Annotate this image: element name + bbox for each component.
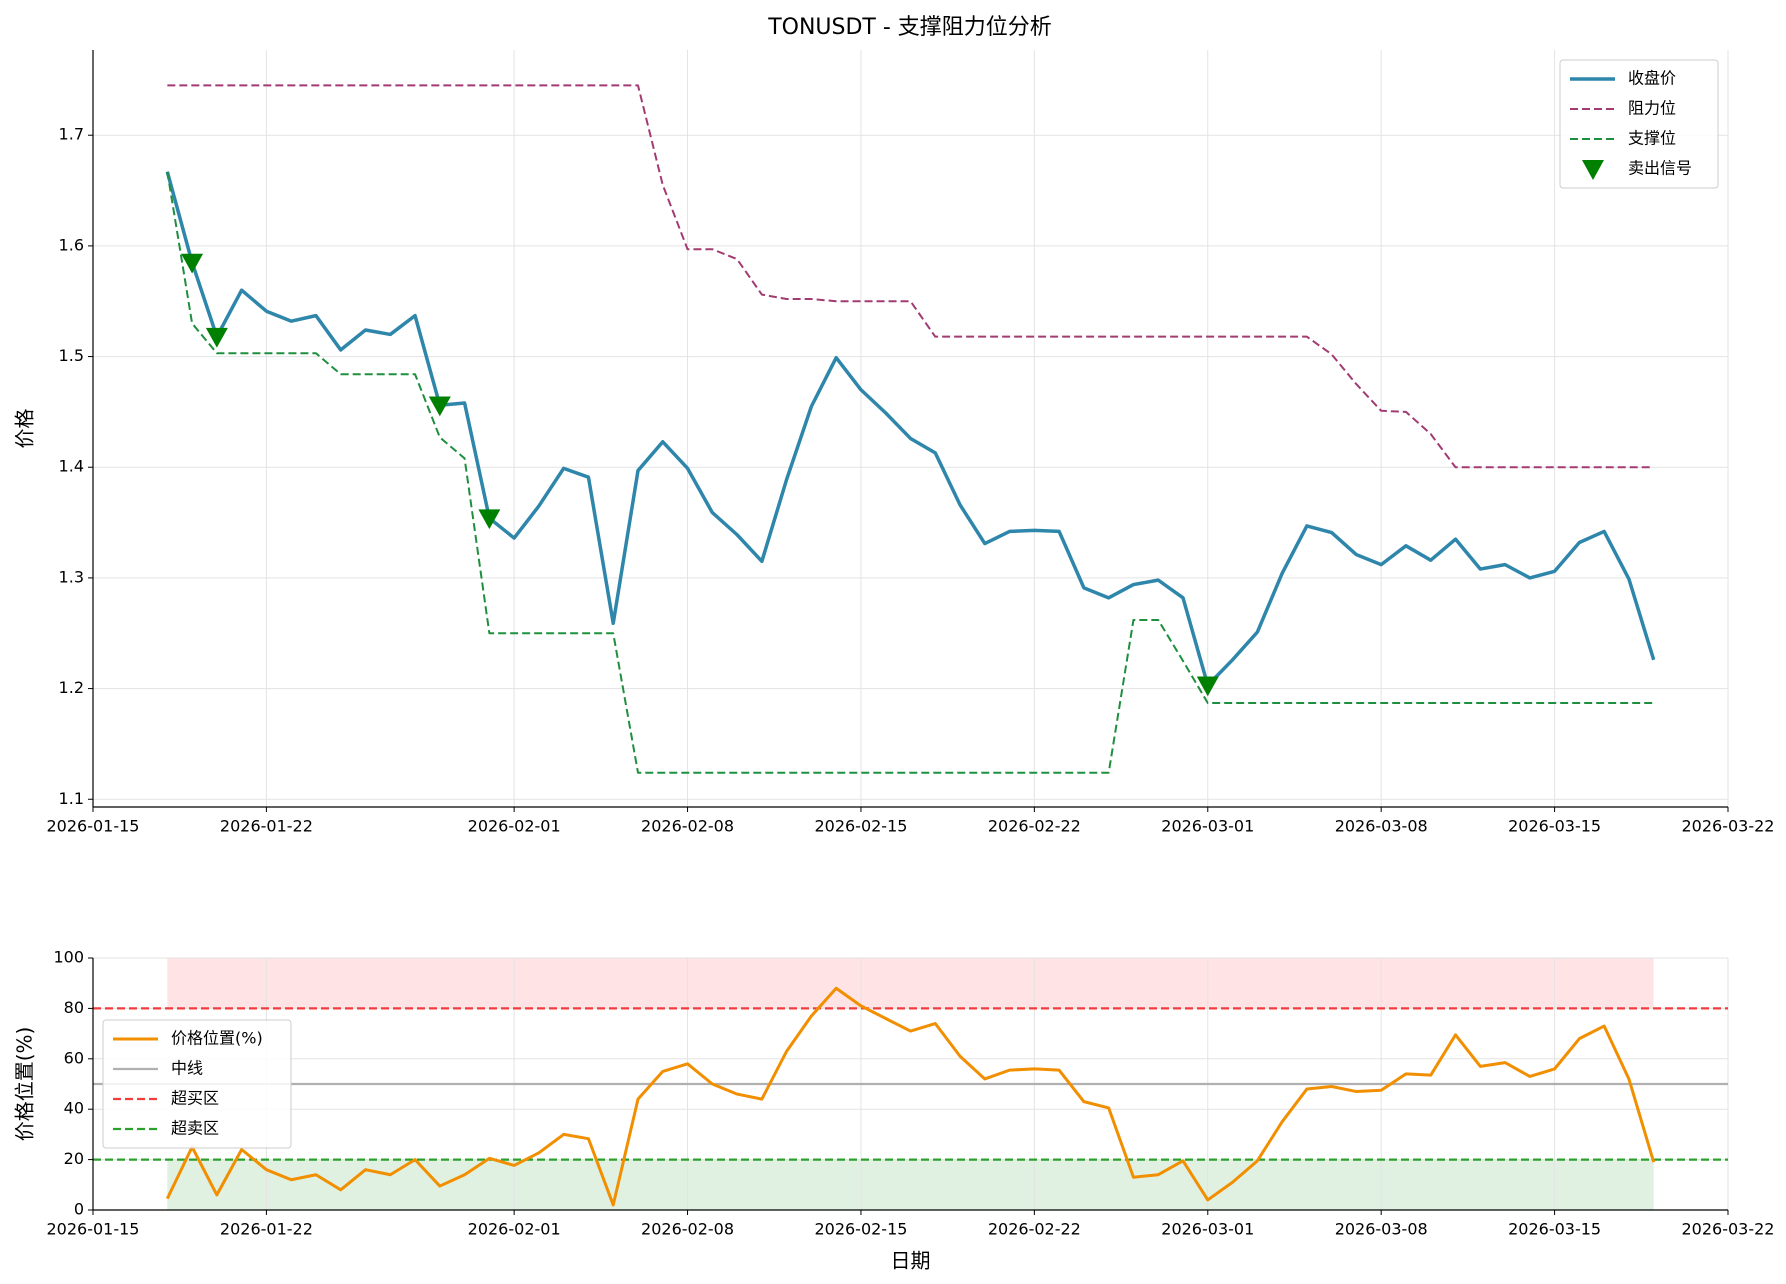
- x-tick-label: 2026-03-15: [1508, 817, 1601, 836]
- chart-0: 1.1 1.2 1.3 1.4 1.5 1.6 1.7 2026-01-15 2026-01-2…: [13, 50, 1775, 836]
- series-line: [165, 171, 1656, 688]
- y-tick-label: 1.5: [59, 346, 84, 365]
- legend-label: 收盘价: [1628, 69, 1676, 88]
- sell-marker: [478, 509, 501, 530]
- series-line: [167, 84, 1654, 469]
- x-tick-label: 2026-03-22: [1682, 1220, 1775, 1239]
- legend-label: 价格位置(%): [171, 1029, 263, 1048]
- y-tick-label: 1.2: [59, 678, 84, 697]
- x-tick-label: 2026-03-01: [1161, 817, 1254, 836]
- x-tick-label: 2026-03-08: [1335, 817, 1428, 836]
- x-tick-label: 2026-03-01: [1161, 1220, 1254, 1239]
- legend-label: 阻力位: [1628, 99, 1676, 118]
- x-tick-label: 2026-02-08: [641, 817, 734, 836]
- legend-label: 超卖区: [171, 1119, 219, 1138]
- legend-box: [102, 1019, 292, 1149]
- series-line: [165, 986, 1656, 1207]
- x-tick-label: 2026-02-22: [988, 1220, 1081, 1239]
- sell-marker: [181, 253, 204, 274]
- x-tick-label: 2026-01-22: [220, 1220, 313, 1239]
- x-tick-label: 2026-01-15: [47, 1220, 140, 1239]
- x-tick-label: 2026-02-15: [814, 1220, 907, 1239]
- y-tick-label: 1.7: [59, 125, 84, 144]
- y-axis-label: 价格: [13, 409, 37, 449]
- x-tick-label: 2026-03-15: [1508, 1220, 1601, 1239]
- y-tick-label: 1.3: [59, 567, 84, 586]
- sell-marker: [1196, 676, 1219, 697]
- sell-marker: [205, 327, 228, 348]
- legend-label: 超买区: [171, 1089, 219, 1108]
- legend-box: [1559, 59, 1719, 189]
- x-tick-label: 2026-02-01: [468, 1220, 561, 1239]
- x-tick-label: 2026-01-15: [47, 817, 140, 836]
- chart-1: 0 20 40 60 80 100 2026-01-15 2026-01-22 2026-02-…: [13, 948, 1775, 1273]
- y-tick-label: 80: [64, 998, 84, 1017]
- y-axis-label: 价格位置(%): [13, 1027, 37, 1142]
- x-tick-label: 2026-02-22: [988, 817, 1081, 836]
- x-tick-label: 2026-02-15: [814, 817, 907, 836]
- y-tick-label: 40: [64, 1099, 84, 1118]
- legend-label: 卖出信号: [1628, 159, 1692, 178]
- x-tick-label: 2026-02-08: [641, 1220, 734, 1239]
- y-tick-label: 0: [74, 1200, 84, 1219]
- x-axis-label: 日期: [891, 1249, 931, 1273]
- zone-band: [167, 958, 1654, 1009]
- y-tick-label: 1.6: [59, 235, 84, 254]
- series-line: [166, 171, 1654, 774]
- y-tick-label: 20: [64, 1149, 84, 1168]
- legend-label: 中线: [171, 1059, 203, 1078]
- y-tick-label: 1.1: [59, 789, 84, 808]
- y-tick-label: 60: [64, 1048, 84, 1067]
- x-tick-label: 2026-03-08: [1335, 1220, 1428, 1239]
- sell-marker: [428, 396, 451, 417]
- x-tick-label: 2026-03-22: [1682, 817, 1775, 836]
- y-tick-label: 100: [53, 948, 84, 967]
- chart-title: TONUSDT - 支撑阻力位分析: [767, 15, 1052, 40]
- legend-swatch: [1582, 160, 1604, 180]
- zone-band: [167, 1159, 1654, 1210]
- x-tick-label: 2026-01-22: [220, 817, 313, 836]
- x-tick-label: 2026-02-01: [468, 817, 561, 836]
- y-tick-label: 1.4: [59, 457, 84, 476]
- legend-label: 支撑位: [1628, 129, 1676, 148]
